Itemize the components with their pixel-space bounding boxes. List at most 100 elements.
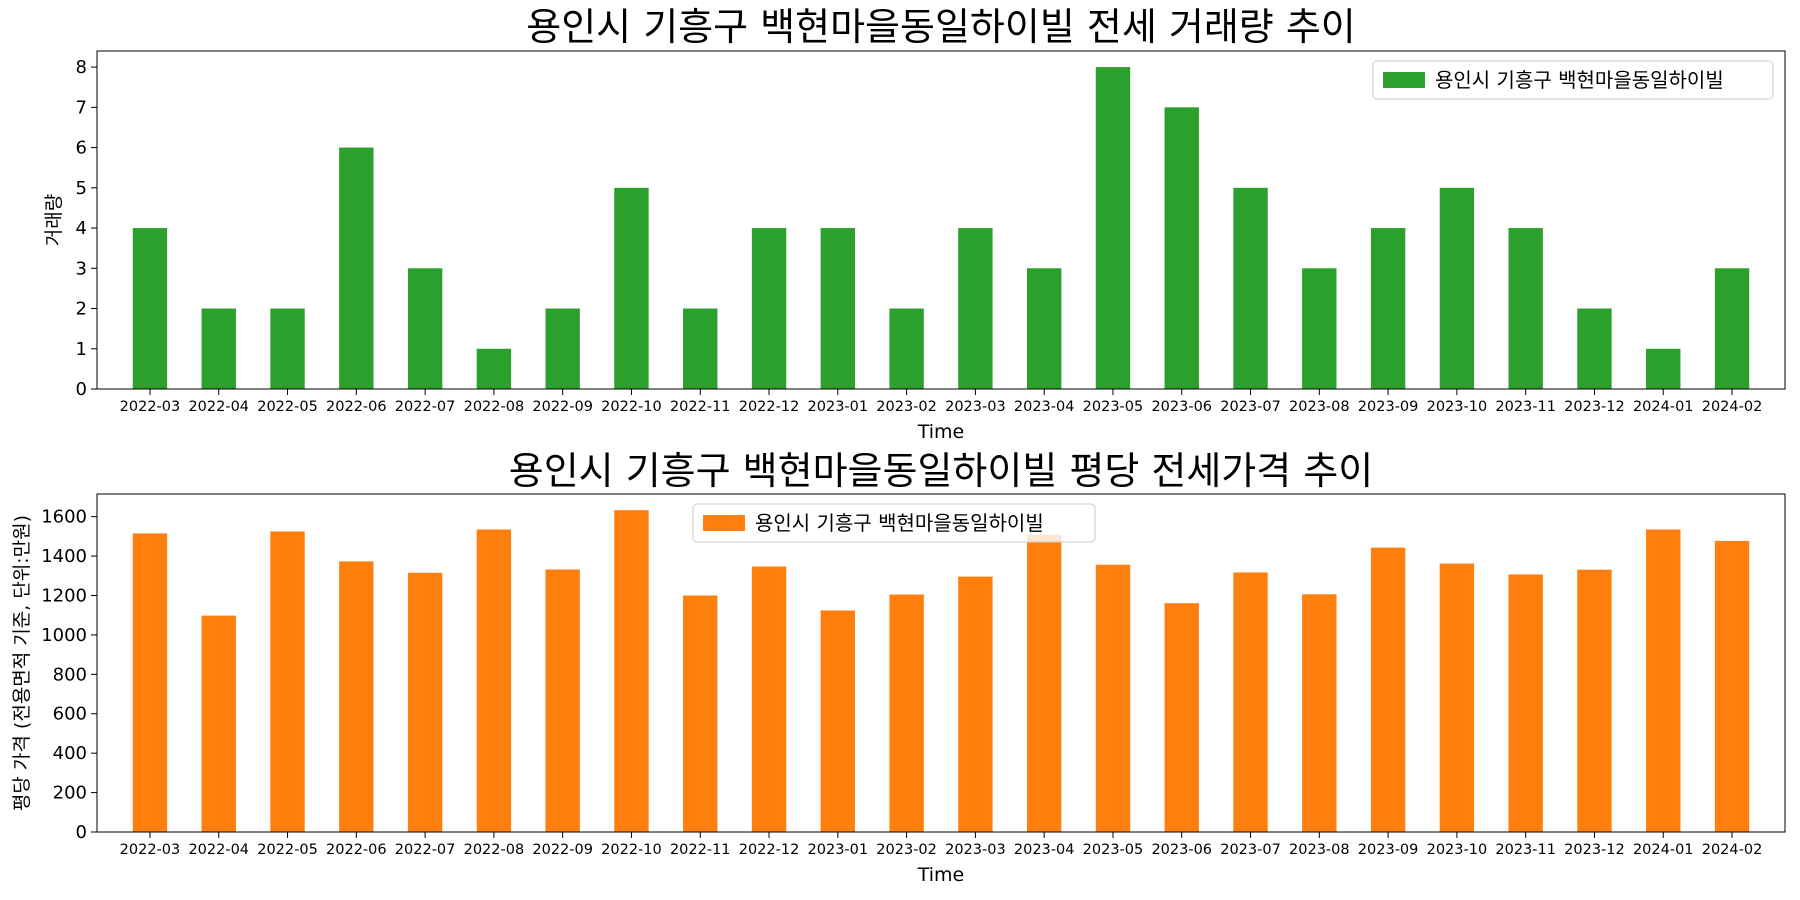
bar-2023-07 xyxy=(1233,187,1268,389)
bar-2023-11 xyxy=(1508,574,1543,832)
bar-2022-11 xyxy=(683,595,718,832)
x-tick-label: 2023-03 xyxy=(945,399,1006,415)
bar-2022-03 xyxy=(132,228,168,389)
bar-2024-01 xyxy=(1646,529,1681,832)
bar-2022-11 xyxy=(683,308,718,389)
x-tick-label: 2023-03 xyxy=(945,842,1006,858)
bar-2022-12 xyxy=(751,566,787,832)
y-tick-label: 1000 xyxy=(41,625,87,646)
x-tick-label: 2022-05 xyxy=(257,842,318,858)
x-tick-label: 2024-02 xyxy=(1702,842,1763,858)
x-tick-label: 2023-12 xyxy=(1564,399,1625,415)
x-tick-label: 2023-06 xyxy=(1151,842,1212,858)
legend-swatch xyxy=(703,515,745,531)
bar-2023-06 xyxy=(1164,603,1199,832)
x-tick-label: 2023-01 xyxy=(808,399,869,415)
legend: 용인시 기흥구 백현마을동일하이빌 xyxy=(1372,60,1774,100)
bar-2022-06 xyxy=(339,147,374,389)
bar-2022-10 xyxy=(614,187,649,389)
x-tick-label: 2022-12 xyxy=(739,842,800,858)
bar-2022-09 xyxy=(545,308,580,389)
x-tick-label: 2023-07 xyxy=(1220,842,1281,858)
x-tick-label: 2023-02 xyxy=(876,842,937,858)
x-tick-label: 2023-01 xyxy=(808,842,869,858)
x-tick-label: 2022-07 xyxy=(395,842,456,858)
x-tick-label: 2023-07 xyxy=(1220,399,1281,415)
bar-2022-04 xyxy=(201,615,236,832)
x-tick-label: 2022-09 xyxy=(532,399,593,415)
y-tick-label: 0 xyxy=(76,822,87,843)
y-tick-label: 200 xyxy=(53,783,87,804)
y-tick-label: 1600 xyxy=(41,507,87,528)
bar-2023-03 xyxy=(958,228,993,389)
bar-2024-01 xyxy=(1646,348,1681,389)
bar-2023-09 xyxy=(1370,547,1406,832)
x-tick-label: 2023-11 xyxy=(1495,842,1556,858)
bar-2023-06 xyxy=(1164,107,1199,389)
bar-2023-12 xyxy=(1577,308,1612,389)
bar-2022-04 xyxy=(201,308,236,389)
bar-2023-02 xyxy=(889,308,924,389)
bar-2022-10 xyxy=(614,510,649,832)
bar-2024-02 xyxy=(1714,540,1750,832)
x-tick-label: 2022-03 xyxy=(120,399,181,415)
x-tick-label: 2023-08 xyxy=(1289,399,1350,415)
x-tick-label: 2022-08 xyxy=(464,842,525,858)
x-tick-label: 2022-12 xyxy=(739,399,800,415)
y-tick-label: 2 xyxy=(76,299,87,320)
x-tick-label: 2022-04 xyxy=(188,399,249,415)
y-tick-label: 600 xyxy=(53,704,87,725)
bar-2023-10 xyxy=(1439,563,1475,832)
bar-2023-05 xyxy=(1095,564,1131,832)
y-tick-label: 8 xyxy=(76,57,87,78)
bar-2022-05 xyxy=(270,308,305,389)
bar-2023-09 xyxy=(1370,228,1406,389)
bar-2023-07 xyxy=(1233,572,1268,832)
x-tick-label: 2023-04 xyxy=(1014,842,1075,858)
x-tick-label: 2023-11 xyxy=(1495,399,1556,415)
x-tick-label: 2022-08 xyxy=(464,399,525,415)
y-tick-label: 400 xyxy=(53,743,87,764)
x-tick-label: 2024-01 xyxy=(1633,399,1694,415)
bar-2023-01 xyxy=(820,610,856,832)
bar-2023-03 xyxy=(958,576,993,832)
x-tick-label: 2023-09 xyxy=(1358,842,1419,858)
bar-2024-02 xyxy=(1714,268,1750,389)
y-axis-label: 거래량 xyxy=(43,194,65,246)
bar-2022-09 xyxy=(545,569,580,832)
y-tick-label: 6 xyxy=(76,138,87,159)
bar-2022-07 xyxy=(407,572,443,832)
x-tick-label: 2023-09 xyxy=(1358,399,1419,415)
bar-2023-11 xyxy=(1508,228,1543,389)
x-tick-label: 2022-07 xyxy=(395,399,456,415)
x-tick-label: 2024-02 xyxy=(1702,399,1763,415)
bar-2022-08 xyxy=(476,529,512,832)
x-tick-label: 2023-04 xyxy=(1014,399,1075,415)
legend-swatch xyxy=(1383,72,1425,88)
x-tick-label: 2023-05 xyxy=(1083,399,1144,415)
x-tick-label: 2022-09 xyxy=(532,842,593,858)
y-axis-label: 평당 가격 (전용면적 기준, 단위:만원) xyxy=(11,515,33,811)
bar-2023-12 xyxy=(1577,569,1612,832)
x-tick-label: 2022-03 xyxy=(120,842,181,858)
x-tick-label: 2023-08 xyxy=(1289,842,1350,858)
bar-2022-06 xyxy=(339,561,374,832)
legend-box xyxy=(1372,60,1774,100)
bar-2023-08 xyxy=(1302,594,1337,832)
chart-panel-1: 용인시 기흥구 백현마을동일하이빌 전세 거래량 추이 0 1 2 3 4 5 6 7 8 2022… xyxy=(43,5,1786,443)
y-tick-label: 3 xyxy=(76,258,87,279)
x-tick-label: 2022-04 xyxy=(188,842,249,858)
chart-panel-2: 용인시 기흥구 백현마을동일하이빌 평당 전세가격 추이 0 200 400 600 80… xyxy=(11,449,1786,886)
bar-2022-07 xyxy=(407,268,443,389)
x-tick-label: 2022-11 xyxy=(670,399,731,415)
bar-2022-03 xyxy=(132,533,168,832)
x-tick-label: 2022-06 xyxy=(326,399,387,415)
y-tick-label: 800 xyxy=(53,664,87,685)
bar-2022-05 xyxy=(270,531,305,832)
x-tick-label: 2022-10 xyxy=(601,399,662,415)
bar-2023-10 xyxy=(1439,187,1475,389)
x-tick-label: 2024-01 xyxy=(1633,842,1694,858)
chart-title: 용인시 기흥구 백현마을동일하이빌 평당 전세가격 추이 xyxy=(509,449,1373,493)
x-tick-label: 2023-06 xyxy=(1151,399,1212,415)
